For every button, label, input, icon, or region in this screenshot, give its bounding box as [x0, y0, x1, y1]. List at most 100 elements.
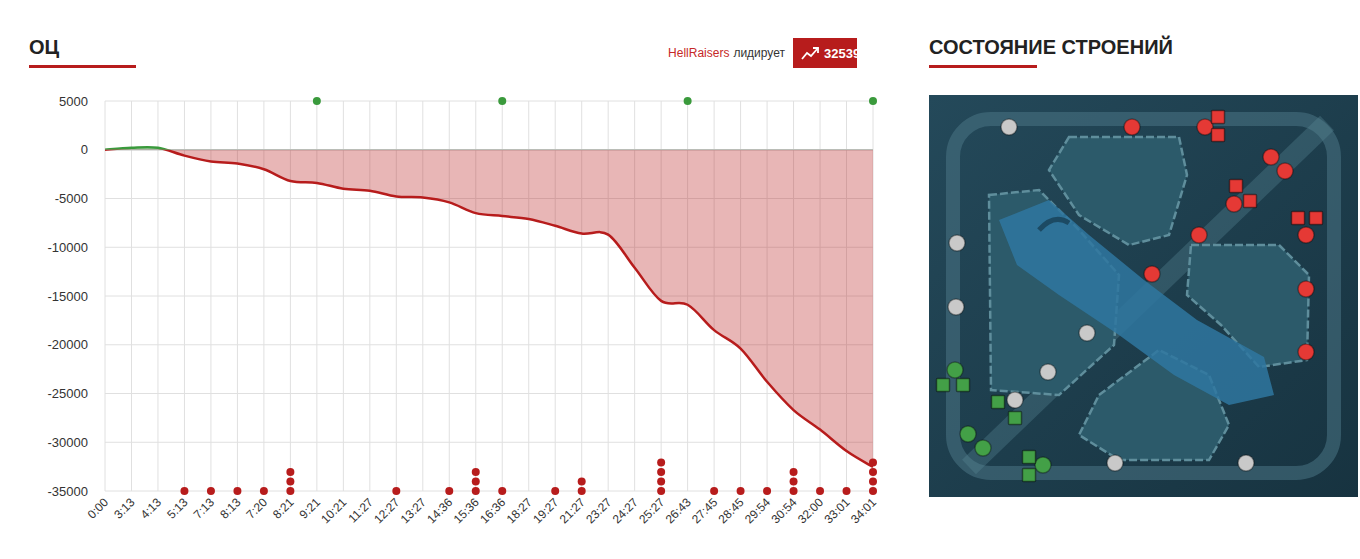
line: [105, 150, 873, 467]
y-tick-label: -30000: [48, 435, 88, 450]
x-tick-label: 34:01: [848, 495, 879, 526]
y-tick-label: -5000: [55, 191, 88, 206]
x-tick-label: 23:27: [583, 495, 614, 526]
lane-ring: [953, 119, 1334, 473]
trend-icon: [813, 48, 818, 53]
x-tick-label: 30:54: [769, 495, 800, 526]
y-tick-label: -35000: [48, 484, 88, 499]
negative-part: [105, 150, 873, 467]
event-dot: [578, 478, 586, 486]
area: [105, 150, 873, 467]
event-dot: [233, 487, 241, 495]
event-dot: [498, 487, 506, 495]
x-tick-label: 13:27: [398, 495, 429, 526]
x-tick-label: 18:27: [504, 495, 535, 526]
tower: [1263, 149, 1279, 165]
x-tick-label: 25:27: [636, 495, 667, 526]
grid-line-y: [105, 393, 873, 394]
x-tick-label: 28:45: [716, 495, 747, 526]
map-background: [929, 95, 1358, 497]
event-dot: [498, 97, 506, 105]
x-tick-label: 24:27: [610, 495, 641, 526]
event-dot: [472, 478, 480, 486]
event-dot: [684, 97, 692, 105]
event-dot: [472, 468, 480, 476]
x-tick-label: 14:36: [424, 495, 455, 526]
tower: [1079, 325, 1095, 341]
tower: [1035, 457, 1051, 473]
event-dot: [286, 487, 294, 495]
canvas: ОЦHellRaisersлидирует3253950000-5000-100…: [0, 0, 1360, 559]
event-dot: [869, 468, 877, 476]
barracks: [992, 396, 1005, 409]
event-dot: [578, 487, 586, 495]
barracks: [1230, 180, 1243, 193]
tower: [1197, 119, 1213, 135]
barracks: [1244, 195, 1257, 208]
river-detail: [1039, 219, 1069, 230]
grid-line-y: [105, 101, 873, 102]
event-dot: [657, 487, 665, 495]
event-dot: [710, 487, 718, 495]
y-tick-label: -15000: [48, 289, 88, 304]
y-tick-label: -10000: [48, 240, 88, 255]
y-tick-label: 0: [81, 142, 88, 157]
tower: [1124, 119, 1140, 135]
event-dot: [207, 487, 215, 495]
grid: [105, 101, 873, 491]
event-dot: [737, 487, 745, 495]
chart-title: ОЦ: [29, 36, 60, 58]
event-dot: [313, 97, 321, 105]
tower: [948, 299, 964, 315]
lead-team: HellRaisers: [668, 46, 729, 60]
x-tick-label: 12:27: [371, 495, 402, 526]
line: [105, 147, 873, 150]
x-tick-label: 0:00: [85, 495, 112, 522]
tower: [1298, 281, 1314, 297]
x-tick-label: 27:45: [689, 495, 720, 526]
event-dot: [657, 459, 665, 467]
event-dot: [551, 487, 559, 495]
x-tick-label: 29:54: [742, 495, 773, 526]
tower: [1040, 364, 1056, 380]
barracks: [1009, 412, 1022, 425]
x-tick-label: 16:36: [477, 495, 508, 526]
event-dot: [763, 487, 771, 495]
event-dot: [260, 487, 268, 495]
lead-text: HellRaisersлидирует: [668, 46, 785, 60]
barracks: [1212, 111, 1225, 124]
tower: [1001, 119, 1017, 135]
lead-value: 32539: [824, 46, 860, 61]
x-tick-label: 19:27: [530, 495, 561, 526]
y-tick-label: -25000: [48, 386, 88, 401]
tower: [1298, 227, 1314, 243]
event-dot: [816, 487, 824, 495]
event-dot: [790, 468, 798, 476]
x-tick-label: 15:36: [451, 495, 482, 526]
tower: [1226, 196, 1242, 212]
x-tick-label: 21:27: [557, 495, 588, 526]
barracks: [1292, 212, 1305, 225]
x-tick-label: 4:13: [138, 495, 165, 522]
tower: [947, 362, 963, 378]
river: [999, 200, 1274, 405]
event-dot: [790, 487, 798, 495]
barracks: [1023, 451, 1036, 464]
event-dot: [790, 478, 798, 486]
tower: [960, 426, 976, 442]
event-dot: [286, 468, 294, 476]
event-dot: [657, 478, 665, 486]
x-tick-label: 5:13: [164, 495, 191, 522]
grid-line-y: [105, 442, 873, 443]
tower: [1298, 344, 1314, 360]
x-tick-label: 3:13: [111, 495, 138, 522]
x-tick-label: 8:13: [217, 495, 244, 522]
x-tick-label: 33:01: [822, 495, 853, 526]
plot-area: [105, 147, 873, 467]
tower: [1007, 392, 1023, 408]
title-underline: [929, 65, 1037, 68]
tower: [1238, 455, 1254, 471]
barracks: [937, 379, 950, 392]
event-dot: [392, 487, 400, 495]
mid-lane: [969, 123, 1327, 467]
